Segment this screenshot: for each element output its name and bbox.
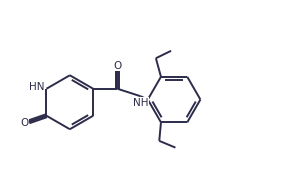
Text: HN: HN: [29, 82, 44, 92]
Text: NH: NH: [133, 98, 149, 108]
Text: O: O: [113, 61, 122, 71]
Text: O: O: [20, 118, 28, 128]
